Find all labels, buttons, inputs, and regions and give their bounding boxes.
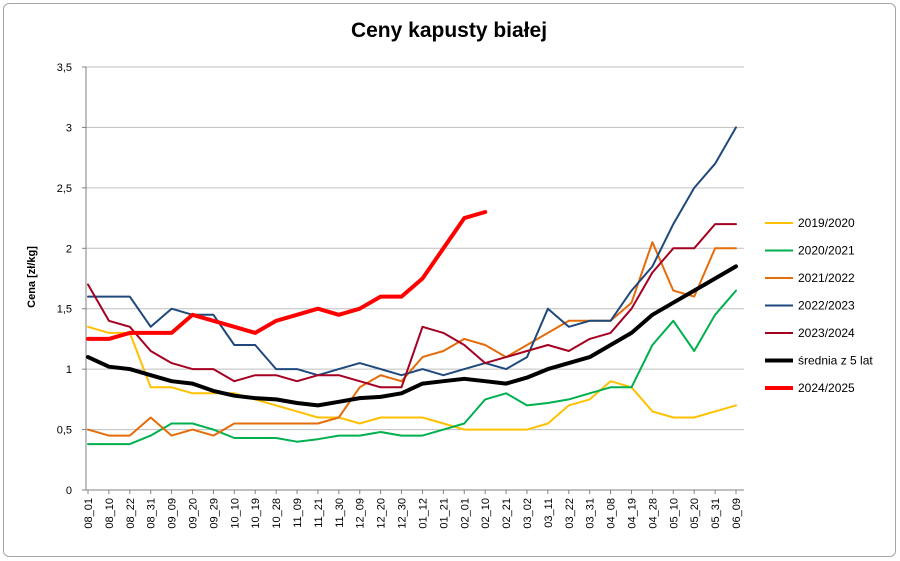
x-tick-label: 08_10 xyxy=(104,498,116,529)
x-tick-labels: 08_01 08_10 08_22 08_31 09_09 09_20 09_29 10_10… xyxy=(83,498,743,529)
legend-entry: 2022/2023 xyxy=(798,299,855,313)
x-tick-label: 05_10 xyxy=(668,498,680,529)
y-tick-label: 0 xyxy=(66,485,72,497)
chart-title: Ceny kapusty białej xyxy=(351,19,547,42)
x-tick-label: 05_31 xyxy=(710,498,722,529)
y-tick-label: 1 xyxy=(66,364,72,376)
series-line-2 xyxy=(87,241,737,437)
y-tick-label: 3,5 xyxy=(57,62,72,74)
legend-entry: średnia z 5 lat xyxy=(798,354,873,368)
x-tick-label: 03_11 xyxy=(543,498,555,528)
x-tick-label: 01_12 xyxy=(417,498,429,529)
x-tick-label: 11_30 xyxy=(334,498,346,528)
x-tick-label: 05_20 xyxy=(689,498,701,529)
gridlines xyxy=(82,66,744,494)
y-tick-label: 0,5 xyxy=(57,425,72,437)
chart-frame xyxy=(3,3,896,557)
x-tick-label: 10_28 xyxy=(271,498,283,529)
x-tick-label: 10_10 xyxy=(229,498,241,529)
legend-entry: 2019/2020 xyxy=(798,216,855,230)
x-tick-label: 04_08 xyxy=(606,498,618,529)
x-tick-label: 12_30 xyxy=(397,498,409,529)
series-line-6 xyxy=(86,210,488,341)
x-tick-label: 09_29 xyxy=(208,498,220,529)
x-tick-label: 10_19 xyxy=(250,498,262,529)
x-tick-label: 08_01 xyxy=(83,498,95,529)
x-tick-label: 11_21 xyxy=(313,498,325,528)
y-axis-label: Cena [zł/kg] xyxy=(26,246,38,308)
series-line-5 xyxy=(86,264,738,408)
series-line-4 xyxy=(87,223,737,389)
legend: 2019/2020 2020/2021 2021/2022 2022/2023 2023… xyxy=(765,216,873,395)
x-tick-label: 08_22 xyxy=(125,498,137,529)
legend-entry: 2021/2022 xyxy=(798,271,855,285)
series-line-3 xyxy=(87,126,737,377)
series-line-0 xyxy=(87,325,737,431)
y-tick-labels: 0 0,5 1 1,5 2 2,5 3 3,5 xyxy=(57,62,72,497)
legend-entry: 2020/2021 xyxy=(798,244,855,258)
x-tick-label: 01_21 xyxy=(438,498,450,529)
y-tick-label: 2 xyxy=(66,243,72,255)
x-tick-label: 11_09 xyxy=(292,498,304,528)
x-tick-label: 03_02 xyxy=(522,498,534,529)
x-tick-label: 08_31 xyxy=(146,498,158,529)
x-tick-label: 03_31 xyxy=(585,498,597,529)
series-lines xyxy=(86,126,738,446)
x-tick-label: 09_09 xyxy=(167,498,179,529)
x-tick-label: 04_28 xyxy=(647,498,659,529)
x-tick-label: 04_19 xyxy=(626,498,638,529)
x-tick-label: 12_20 xyxy=(376,498,388,529)
series-line-1 xyxy=(87,289,737,446)
y-tick-label: 1,5 xyxy=(57,304,72,316)
x-tick-label: 03_22 xyxy=(564,498,576,529)
y-tick-label: 2,5 xyxy=(57,183,72,195)
x-tick-label: 02_10 xyxy=(480,498,492,529)
x-tick-label: 02_01 xyxy=(459,498,471,529)
y-tick-label: 3 xyxy=(66,122,72,134)
legend-entry: 2023/2024 xyxy=(798,326,855,340)
x-tick-label: 02_21 xyxy=(501,498,513,529)
legend-entry: 2024/2025 xyxy=(798,381,855,395)
x-tick-label: 12_09 xyxy=(355,498,367,529)
x-tick-label: 06_09 xyxy=(731,498,743,529)
x-tick-label: 09_20 xyxy=(188,498,200,529)
